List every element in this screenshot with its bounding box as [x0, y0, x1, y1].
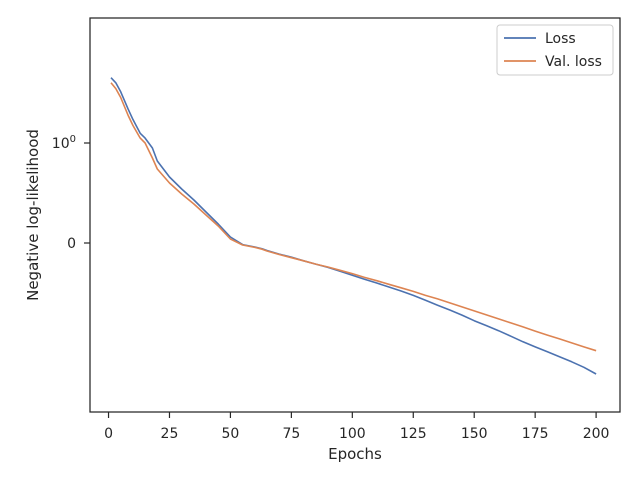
series-line-val-loss: [110, 82, 597, 352]
x-axis-label: Epochs: [328, 445, 382, 463]
x-tick-label: 0: [104, 426, 113, 442]
series-layer: [110, 77, 597, 375]
x-tick-label: 25: [161, 426, 179, 442]
plot-background: [90, 18, 620, 412]
y-axis-label: Negative log-likelihood: [24, 129, 42, 301]
x-tick-label: 75: [282, 426, 300, 442]
plot-frame: [89, 17, 621, 413]
x-tick-label: 175: [522, 426, 549, 442]
x-tick-label: 100: [339, 426, 366, 442]
legend: Loss Val. loss: [496, 24, 614, 76]
y-tick-label: 0: [67, 236, 76, 252]
y-axis: 100 0: [52, 134, 90, 252]
plot-area: [89, 17, 621, 413]
legend-label-val-loss: Val. loss: [545, 54, 602, 70]
x-tick-label: 125: [400, 426, 427, 442]
y-tick-label: 100: [52, 134, 76, 152]
x-tick-label: 200: [583, 426, 610, 442]
legend-label-loss: Loss: [545, 31, 576, 47]
x-axis: 0 25 50 75 100 125 150 175 200: [104, 412, 609, 442]
x-tick-label: 150: [461, 426, 488, 442]
x-tick-label: 50: [222, 426, 240, 442]
